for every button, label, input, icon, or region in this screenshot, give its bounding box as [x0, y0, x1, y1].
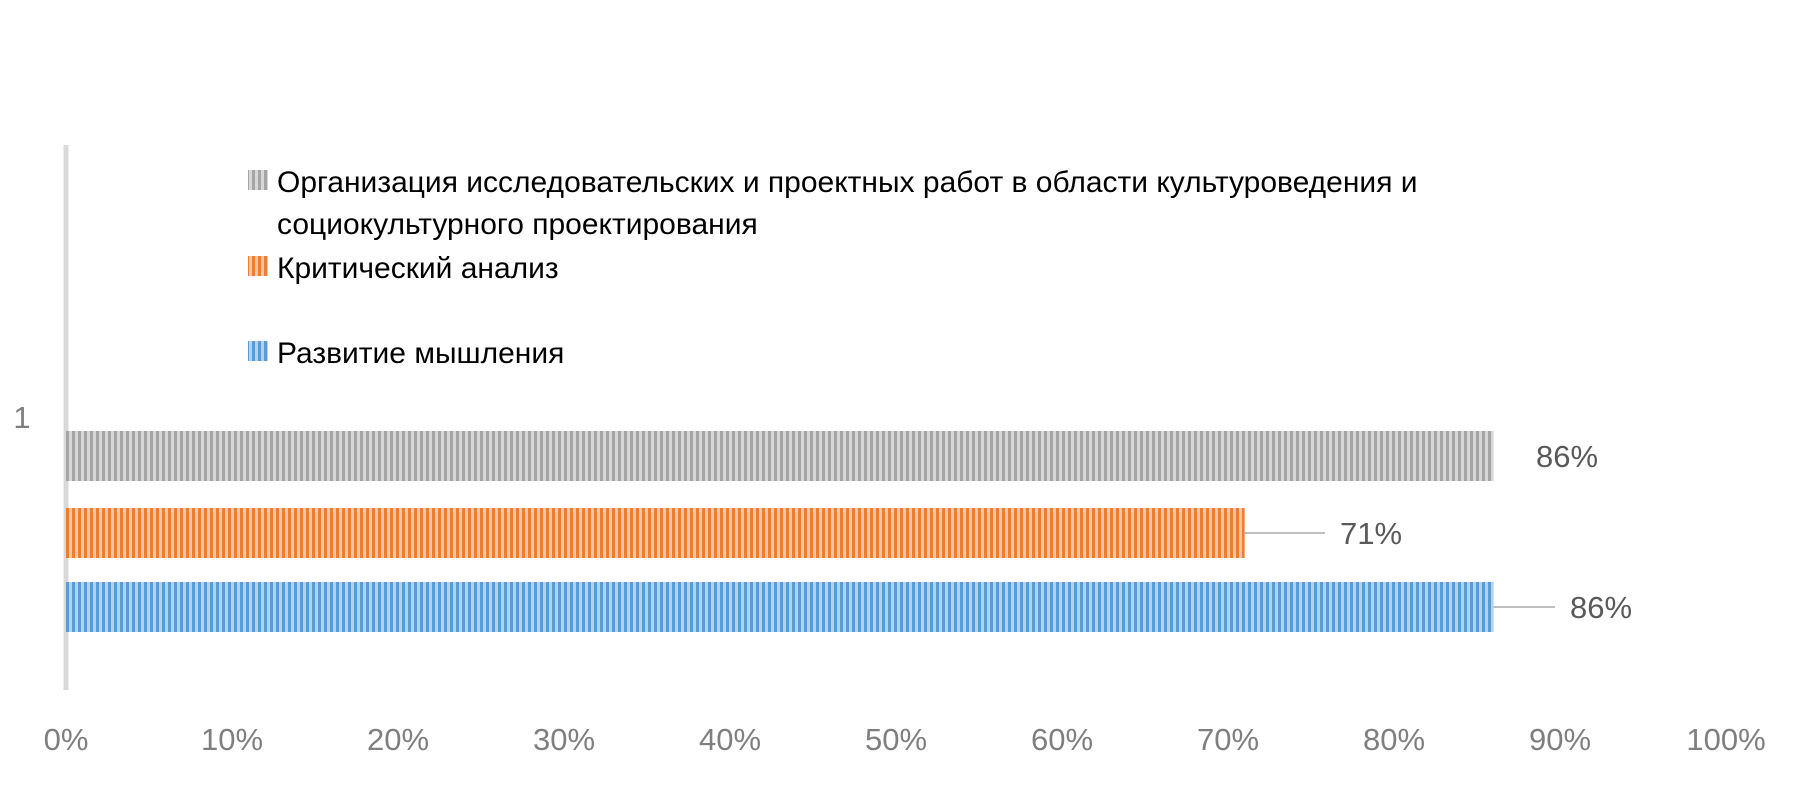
x-tick-label: 30% — [533, 722, 595, 757]
bar — [66, 582, 1494, 632]
legend-entry: Развитие мышления — [248, 337, 564, 370]
x-tick-label: 0% — [44, 722, 89, 757]
legend-label: Организация исследовательских и проектны… — [277, 166, 1418, 199]
x-tick-label: 80% — [1363, 722, 1425, 757]
legend-entry: Организация исследовательских и проектны… — [248, 166, 1418, 241]
legend-label: Развитие мышления — [277, 337, 564, 370]
data-label: 71% — [1340, 516, 1402, 551]
x-tick-label: 10% — [201, 722, 263, 757]
x-tick-label: 100% — [1686, 722, 1765, 757]
legend: Организация исследовательских и проектны… — [248, 166, 1418, 370]
x-tick-label: 60% — [1031, 722, 1093, 757]
legend-swatch — [248, 341, 268, 361]
legend-label: социокультурного проектирования — [277, 208, 758, 241]
x-tick-label: 50% — [865, 722, 927, 757]
axes: 10% 10% 20% 30% 40% 50% 60% 70% 80% 90% 100% — [13, 145, 1766, 757]
legend-swatch — [248, 170, 268, 190]
legend-swatch — [248, 256, 268, 276]
data-label: 86% — [1570, 590, 1632, 625]
x-tick-label: 20% — [367, 722, 429, 757]
x-tick-label: 90% — [1529, 722, 1591, 757]
bar — [66, 431, 1494, 481]
data-labels: 86% 71% 86% — [1244, 439, 1632, 625]
category-tick-label: 1 — [13, 400, 30, 435]
bar — [66, 508, 1245, 558]
data-label: 86% — [1536, 439, 1598, 474]
x-tick-label: 70% — [1197, 722, 1259, 757]
bars — [66, 431, 1494, 632]
legend-entry: Критический анализ — [248, 252, 559, 285]
x-tick-label: 40% — [699, 722, 761, 757]
legend-label: Критический анализ — [277, 252, 559, 285]
